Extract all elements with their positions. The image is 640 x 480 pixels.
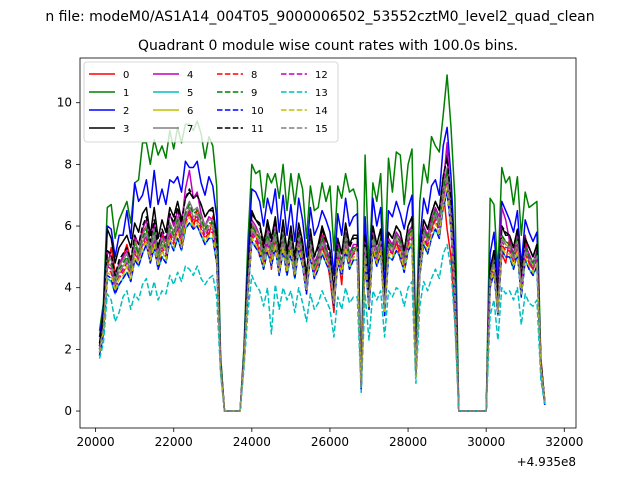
series-line-13 — [98, 243, 546, 412]
legend-label-0: 0 — [123, 70, 129, 81]
x-offset-label: +4.935e8 — [517, 455, 576, 469]
x-tick-label: 30000 — [467, 435, 505, 449]
y-tick-label: 0 — [64, 404, 72, 418]
legend-label-15: 15 — [315, 124, 328, 135]
x-tick-label: 26000 — [311, 435, 349, 449]
legend-label-1: 1 — [123, 88, 129, 99]
legend-label-10: 10 — [251, 106, 264, 117]
series-line-11 — [98, 157, 546, 412]
legend-label-5: 5 — [187, 88, 193, 99]
legend-label-4: 4 — [187, 70, 193, 81]
figure-suptitle: n file: modeM0/AS1A14_004T05_9000006502_… — [45, 9, 594, 25]
series-line-2 — [98, 126, 546, 412]
plot-frame — [79, 57, 577, 429]
series-line-12 — [98, 179, 546, 412]
series-line-3 — [98, 154, 546, 412]
series-line-14 — [98, 185, 546, 412]
y-tick-label: 10 — [57, 96, 72, 110]
legend-label-9: 9 — [251, 88, 257, 99]
x-tick-label: 28000 — [389, 435, 427, 449]
legend-label-12: 12 — [315, 70, 328, 81]
x-tick-label: 32000 — [545, 435, 583, 449]
y-tick-label: 6 — [64, 219, 72, 233]
series-line-10 — [98, 191, 546, 412]
chart-title: Quadrant 0 module wise count rates with … — [138, 38, 518, 54]
legend-label-11: 11 — [251, 124, 264, 135]
x-tick-label: 20000 — [77, 435, 115, 449]
legend-label-14: 14 — [315, 106, 328, 117]
x-tick-label: 24000 — [233, 435, 271, 449]
legend-label-13: 13 — [315, 88, 328, 99]
legend-box — [83, 61, 339, 143]
legend-label-2: 2 — [123, 106, 129, 117]
legend-label-7: 7 — [187, 124, 193, 135]
legend-label-6: 6 — [187, 106, 193, 117]
x-tick-label: 22000 — [155, 435, 193, 449]
legend-label-3: 3 — [123, 124, 129, 135]
y-tick-label: 4 — [64, 281, 72, 295]
y-axis: 0 2 4 6 8 10 — [57, 96, 80, 418]
y-tick-label: 2 — [64, 342, 72, 356]
series-line-0 — [98, 188, 546, 412]
legend-label-8: 8 — [251, 70, 257, 81]
series-line-8 — [98, 182, 546, 412]
x-axis: 20000 22000 24000 26000 28000 30000 32000 — [77, 428, 583, 449]
y-tick-label: 8 — [64, 157, 72, 171]
series-line-15 — [98, 175, 546, 412]
series-line-9 — [98, 169, 546, 412]
series-layer — [98, 74, 546, 412]
